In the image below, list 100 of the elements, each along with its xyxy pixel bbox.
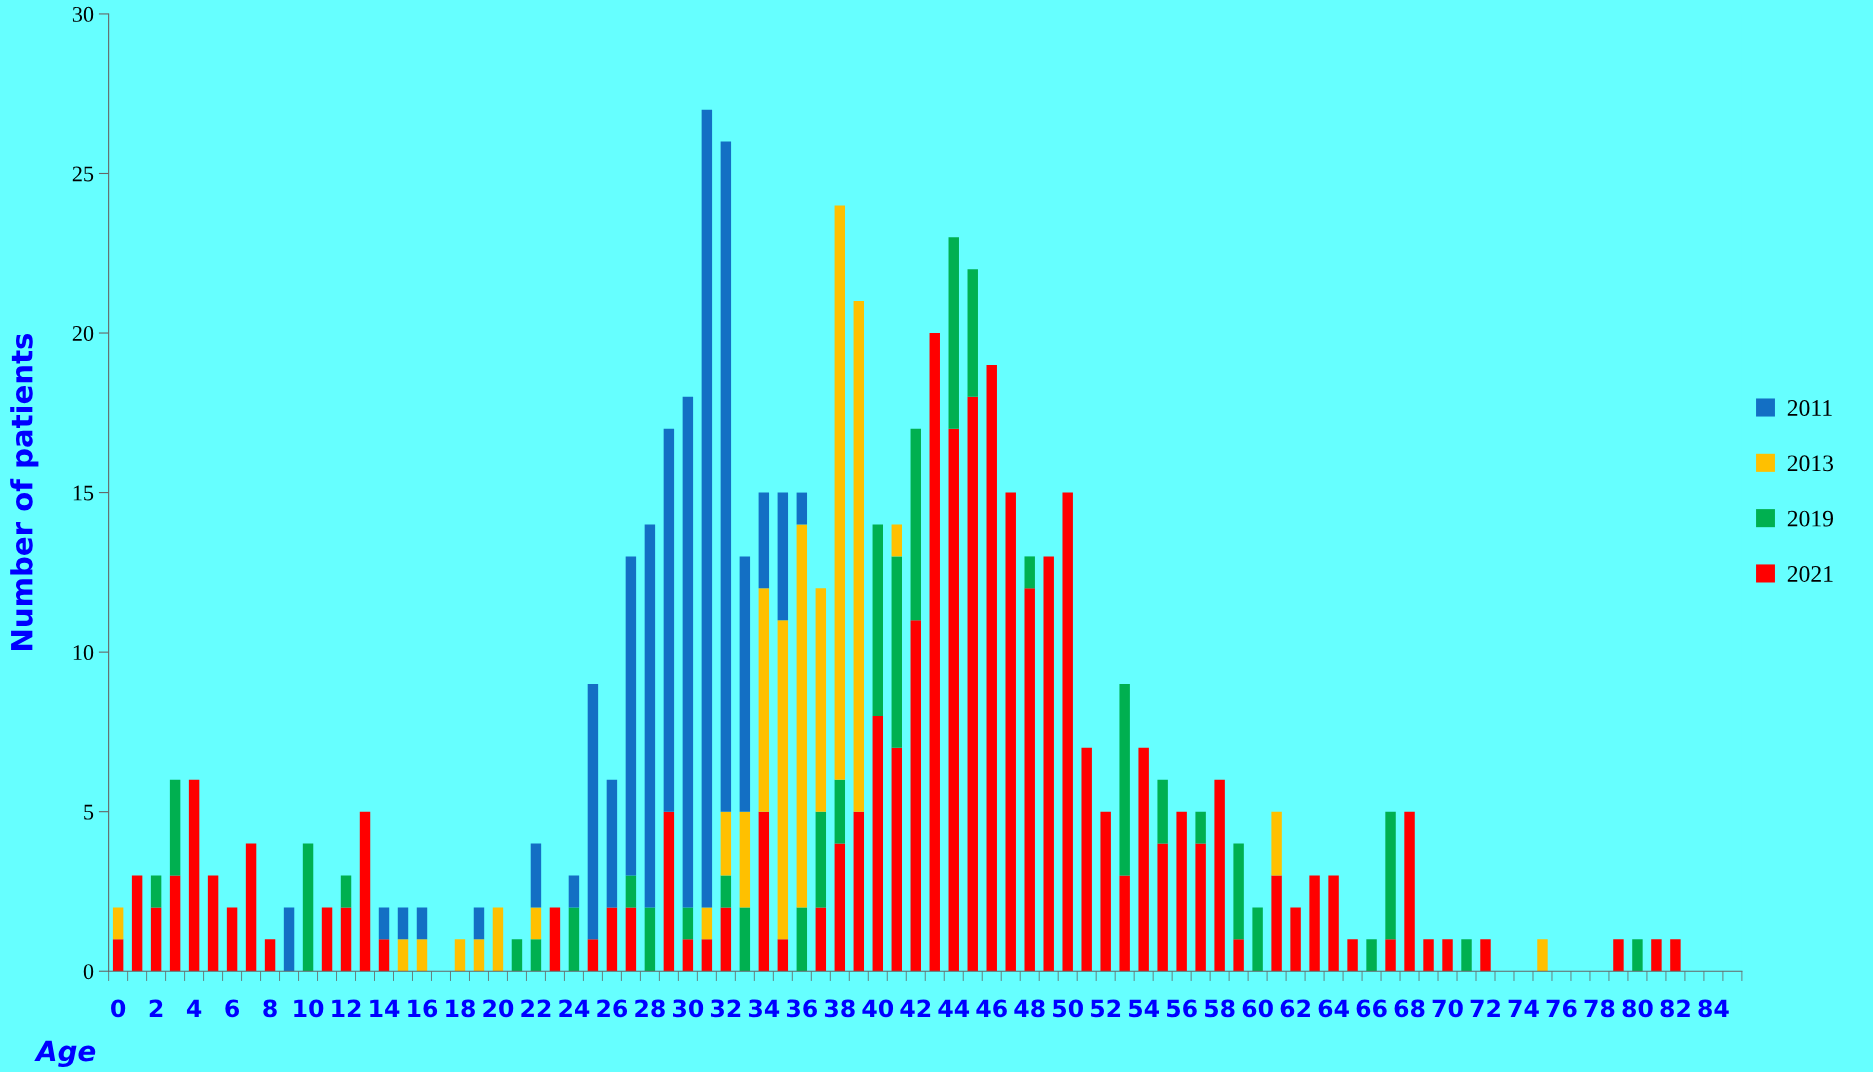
x-tick-label: 72: [1470, 999, 1500, 1017]
bar: [948, 237, 959, 429]
legend-label: 2021: [1787, 565, 1833, 582]
bar: [891, 747, 902, 972]
bar: [701, 939, 713, 972]
bar: [777, 620, 789, 940]
bar: [1081, 747, 1092, 972]
x-tick-label: 12: [332, 999, 361, 1017]
bar: [1176, 811, 1187, 972]
bar: [1252, 907, 1263, 972]
bar: [720, 907, 732, 972]
bar: [530, 907, 542, 940]
x-tick-label: 24: [559, 999, 590, 1017]
y-tick-label: 20: [72, 325, 94, 341]
bar: [1024, 588, 1035, 972]
bar: [549, 907, 561, 972]
x-tick-label: 48: [1014, 999, 1045, 1018]
bar: [397, 907, 409, 940]
bar: [1062, 492, 1073, 972]
x-tick-label: 64: [1318, 999, 1349, 1018]
bar: [1119, 684, 1130, 876]
x-tick-label: 52: [1091, 999, 1121, 1018]
bar: [378, 907, 390, 940]
bar: [1119, 875, 1130, 972]
bar: [131, 875, 143, 972]
x-tick-label: 70: [1432, 999, 1463, 1018]
x-tick-label: 40: [862, 999, 894, 1018]
x-tick-label: 58: [1205, 999, 1235, 1018]
bar: [340, 907, 352, 972]
x-tick-label: 66: [1356, 999, 1387, 1018]
bar: [777, 492, 789, 621]
x-axis-title: Age: [34, 1040, 96, 1068]
y-axis-title: Number of patients: [10, 333, 39, 650]
bar: [1537, 939, 1548, 972]
bar: [1670, 939, 1681, 972]
bar: [1423, 939, 1434, 972]
bar: [815, 811, 827, 908]
bar: [1157, 779, 1168, 844]
bar: [245, 843, 257, 972]
bar: [530, 843, 542, 908]
bar: [568, 907, 580, 972]
bar: [682, 396, 694, 908]
x-tick-label: 30: [673, 999, 704, 1018]
bar: [644, 524, 656, 908]
bar: [283, 907, 295, 972]
x-tick-label: 80: [1622, 999, 1653, 1018]
bar: [397, 939, 409, 972]
bar: [150, 875, 162, 908]
bar: [473, 907, 485, 940]
bar: [1480, 939, 1491, 972]
bar: [587, 684, 599, 940]
bar: [1271, 811, 1282, 876]
x-tick-label: 76: [1546, 999, 1577, 1018]
y-tick-label: 5: [84, 804, 94, 820]
bar: [1404, 811, 1415, 972]
x-tick-label: 0: [111, 999, 126, 1018]
bar: [1195, 811, 1206, 844]
bar: [1233, 843, 1244, 940]
bar: [378, 939, 390, 972]
bar: [340, 875, 352, 908]
bar: [682, 907, 694, 940]
bar: [872, 715, 884, 972]
bar: [625, 875, 637, 908]
x-tick-label: 84: [1698, 999, 1729, 1018]
x-tick-label: 16: [408, 999, 438, 1018]
x-tick-label: 28: [635, 999, 665, 1018]
x-tick-label: 18: [446, 999, 475, 1018]
y-tick-label: 25: [72, 166, 94, 182]
legend-label: 2019: [1787, 510, 1834, 527]
bar: [758, 588, 770, 812]
bar: [682, 939, 694, 972]
x-tick-label: 68: [1394, 999, 1425, 1018]
bar: [1347, 939, 1358, 972]
bar: [416, 907, 428, 940]
bar: [1271, 875, 1282, 972]
y-tick-label: 30: [72, 6, 94, 22]
bar: [1651, 939, 1662, 972]
x-tick-label: 60: [1242, 999, 1273, 1018]
bar: [815, 588, 827, 812]
bar: [188, 779, 200, 972]
bar: [1366, 939, 1377, 972]
bar: [853, 811, 865, 972]
bar: [910, 620, 921, 972]
x-tick-label: 10: [294, 999, 324, 1018]
bar: [1385, 939, 1396, 972]
bar: [302, 843, 314, 972]
bar: [321, 907, 333, 972]
bar: [625, 907, 637, 972]
bar: [1043, 556, 1054, 972]
x-tick-label: 26: [597, 999, 628, 1018]
bar: [834, 843, 846, 972]
bar: [606, 907, 618, 972]
bar: [150, 907, 162, 972]
bar: [359, 811, 371, 972]
legend-label: 2011: [1787, 400, 1832, 416]
bar: [815, 907, 827, 972]
bar: [720, 875, 732, 908]
bar: [872, 524, 884, 716]
bar: [112, 939, 124, 972]
bar: [1328, 875, 1339, 972]
